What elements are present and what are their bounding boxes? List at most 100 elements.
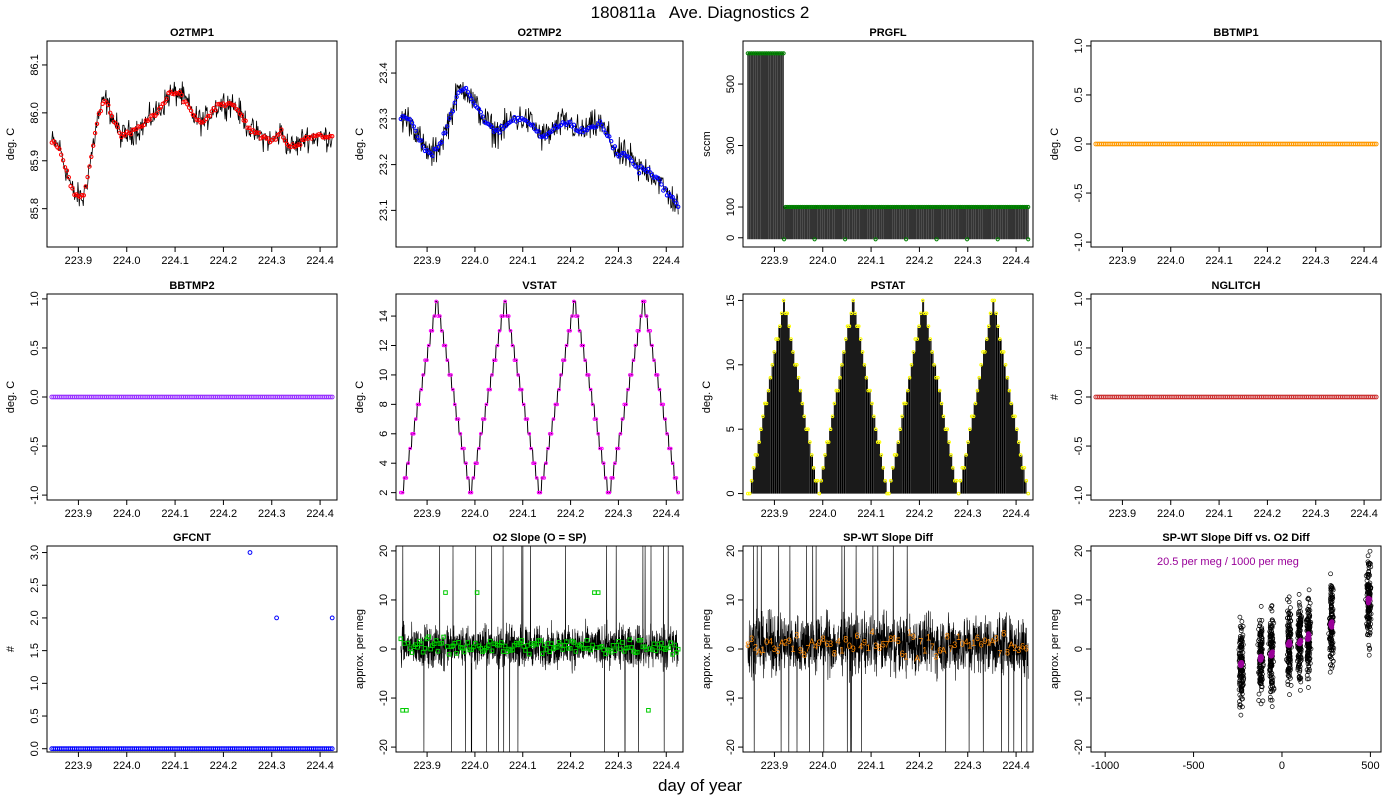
data-point — [447, 373, 452, 377]
data-point-label: 4 — [813, 642, 818, 652]
data-point — [802, 414, 807, 419]
data-point — [439, 640, 445, 646]
data-point — [962, 204, 967, 210]
data-point — [1297, 677, 1302, 682]
data-point — [1238, 628, 1244, 634]
data-point — [997, 204, 1002, 210]
data-point-label: 3 — [772, 644, 777, 654]
data-point — [108, 110, 113, 116]
data-point — [327, 746, 333, 752]
data-point — [471, 476, 476, 480]
data-point — [857, 324, 861, 329]
data-point — [659, 640, 664, 646]
chart-spwt: 832A10435A2913987A4986384180964914385781… — [701, 532, 1034, 772]
y-tick-label: 23.2 — [378, 154, 390, 175]
data-point — [245, 125, 250, 130]
data-point — [1267, 624, 1273, 630]
data-point — [538, 638, 543, 643]
data-point — [551, 417, 556, 421]
data-point-label: 3 — [873, 641, 878, 651]
x-tick-label: 224.3 — [605, 255, 633, 267]
data-point — [832, 401, 837, 406]
data-point — [1256, 698, 1262, 703]
data-point — [904, 237, 909, 242]
data-point — [1305, 607, 1310, 612]
data-point-label: 6 — [975, 633, 980, 643]
data-point-label: 6 — [824, 639, 829, 649]
data-point — [400, 708, 405, 713]
data-point-label: 7 — [948, 644, 953, 654]
data-point — [623, 154, 629, 159]
data-point — [851, 204, 856, 210]
data-point — [66, 175, 71, 180]
data-point — [1287, 692, 1292, 697]
series-line — [747, 53, 1029, 240]
data-point-label: 2 — [1012, 643, 1017, 653]
data-point-label: 7 — [930, 642, 935, 652]
data-point — [1306, 595, 1311, 601]
data-point — [853, 204, 858, 210]
data-point — [445, 124, 450, 129]
data-point — [566, 329, 571, 333]
data-point — [1271, 685, 1277, 691]
data-point — [627, 637, 633, 643]
data-point — [527, 651, 532, 657]
data-point — [1239, 696, 1245, 702]
data-point-label: 3 — [828, 639, 833, 649]
data-point — [775, 51, 781, 56]
y-tick-label: -10 — [725, 690, 737, 706]
x-tick-label: 224.1 — [509, 760, 537, 772]
data-point — [1287, 669, 1292, 674]
series-line — [400, 546, 679, 752]
data-point-label: 6 — [979, 640, 984, 650]
data-point — [452, 100, 457, 105]
data-point — [1020, 466, 1025, 470]
data-point — [277, 131, 282, 137]
data-point — [847, 324, 852, 329]
data-point — [415, 645, 420, 650]
x-tick-label: 224.2 — [906, 508, 934, 520]
data-point — [594, 124, 599, 130]
data-point — [1239, 691, 1245, 697]
data-point — [766, 51, 771, 56]
data-point — [612, 648, 618, 654]
x-tick-label: 224.2 — [210, 760, 238, 772]
data-point — [1269, 608, 1275, 614]
data-point — [840, 363, 844, 367]
x-tick-label: 224.0 — [809, 255, 837, 267]
data-point — [777, 51, 782, 56]
data-point — [1329, 641, 1334, 647]
data-point-label: 1 — [926, 632, 931, 642]
data-point-label: 1 — [907, 627, 912, 637]
data-point — [567, 646, 573, 651]
data-point — [881, 204, 886, 210]
data-point — [1003, 363, 1008, 367]
x-tick-label: 224.4 — [1002, 760, 1030, 772]
data-point — [1260, 698, 1266, 704]
data-point — [1237, 614, 1243, 620]
data-point — [787, 204, 792, 210]
data-point — [413, 417, 418, 421]
data-point — [298, 142, 303, 148]
data-point — [1258, 604, 1264, 609]
data-point — [60, 158, 66, 163]
data-point — [924, 311, 929, 316]
plot-area — [49, 550, 335, 752]
data-point — [443, 130, 448, 135]
data-point — [921, 298, 925, 303]
data-point — [400, 490, 405, 495]
data-point — [544, 461, 548, 465]
data-point — [1269, 603, 1275, 608]
data-point — [557, 387, 561, 392]
data-point — [913, 337, 918, 341]
data-point — [860, 204, 865, 210]
data-point-label: 5 — [881, 640, 886, 650]
y-tick-label: 85.9 — [29, 150, 41, 171]
data-point — [883, 478, 887, 483]
plot-area: 832A10435A2913987A4986384180964914385781… — [745, 546, 1029, 752]
data-point — [995, 237, 1000, 242]
data-point-label: 1 — [986, 637, 991, 647]
data-point — [147, 117, 152, 122]
data-point — [1296, 610, 1301, 615]
data-point — [1001, 204, 1006, 210]
